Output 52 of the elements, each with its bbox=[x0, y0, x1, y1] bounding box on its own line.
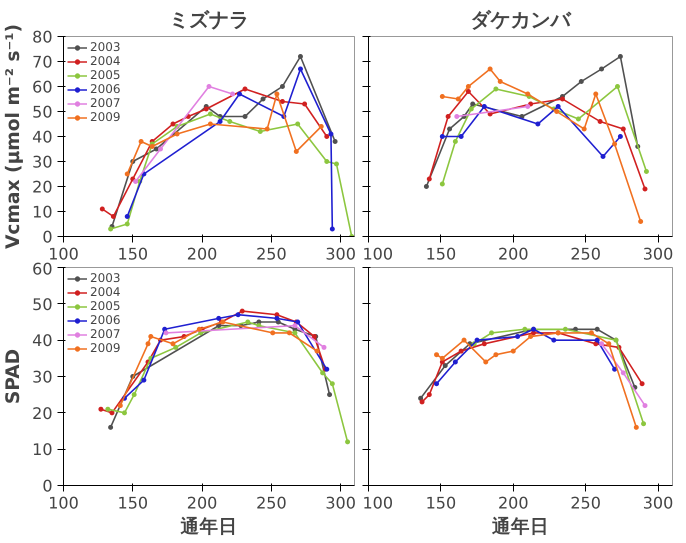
x-tick-label: 300 bbox=[642, 244, 674, 264]
y-tick-label: 10 bbox=[32, 440, 52, 460]
y-axis-title: SPAD bbox=[3, 348, 24, 404]
x-tick-label: 250 bbox=[570, 244, 601, 264]
chart-title: ダケカンバ bbox=[470, 8, 572, 32]
legend-label: 2007 bbox=[90, 327, 121, 341]
x-tick-label: 150 bbox=[426, 244, 456, 264]
x-tick-label: 300 bbox=[325, 244, 356, 264]
y-tick-label: 80 bbox=[32, 28, 52, 46]
legend-label: 2005 bbox=[90, 299, 121, 313]
legend-label: 2004 bbox=[90, 285, 121, 299]
x-tick-label: 150 bbox=[118, 494, 148, 512]
y-tick-label: 40 bbox=[32, 331, 52, 350]
x-axis-title: 通年日 bbox=[180, 516, 238, 538]
x-tick-label: 250 bbox=[256, 494, 287, 512]
x-tick-label: 300 bbox=[642, 494, 674, 512]
x-tick-label: 200 bbox=[186, 244, 218, 264]
legend-label: 2003 bbox=[90, 271, 121, 285]
x-tick-label: 150 bbox=[426, 494, 456, 512]
legend-label: 2005 bbox=[90, 68, 121, 82]
y-axis-title: Vcmax (μmol m⁻² s⁻¹) bbox=[3, 24, 24, 250]
legend-label: 2003 bbox=[90, 40, 121, 54]
x-tick-label: 100 bbox=[362, 494, 394, 512]
y-tick-label: 20 bbox=[32, 404, 52, 423]
legend-label: 2006 bbox=[90, 313, 121, 327]
y-tick-label: 0 bbox=[42, 476, 53, 496]
y-tick-label: 30 bbox=[32, 368, 52, 386]
legend-label: 2009 bbox=[90, 110, 121, 124]
y-tick-label: 50 bbox=[32, 294, 52, 314]
y-tick-label: 50 bbox=[32, 102, 52, 122]
x-tick-label: 200 bbox=[186, 494, 218, 512]
y-tick-label: 40 bbox=[32, 128, 52, 146]
y-tick-label: 70 bbox=[32, 52, 52, 72]
legend-label: 2007 bbox=[90, 96, 121, 110]
x-tick-label: 250 bbox=[256, 244, 287, 264]
x-axis-title: 通年日 bbox=[491, 516, 549, 538]
y-tick-label: 30 bbox=[32, 152, 52, 172]
x-tick-label: 100 bbox=[362, 244, 394, 264]
chart-title: ミズナラ bbox=[169, 8, 249, 32]
x-tick-label: 100 bbox=[48, 494, 79, 512]
y-tick-label: 20 bbox=[32, 178, 52, 196]
legend-label: 2009 bbox=[90, 341, 121, 355]
legend-label: 2004 bbox=[90, 54, 121, 68]
x-tick-label: 200 bbox=[498, 244, 529, 264]
x-tick-label: 300 bbox=[325, 494, 356, 512]
x-tick-label: 250 bbox=[570, 494, 601, 512]
y-tick-label: 10 bbox=[32, 202, 52, 222]
y-tick-label: 60 bbox=[32, 78, 52, 96]
x-tick-label: 150 bbox=[118, 244, 148, 264]
legend-label: 2006 bbox=[90, 82, 121, 96]
x-tick-label: 200 bbox=[498, 494, 529, 512]
y-tick-label: 0 bbox=[42, 228, 53, 246]
